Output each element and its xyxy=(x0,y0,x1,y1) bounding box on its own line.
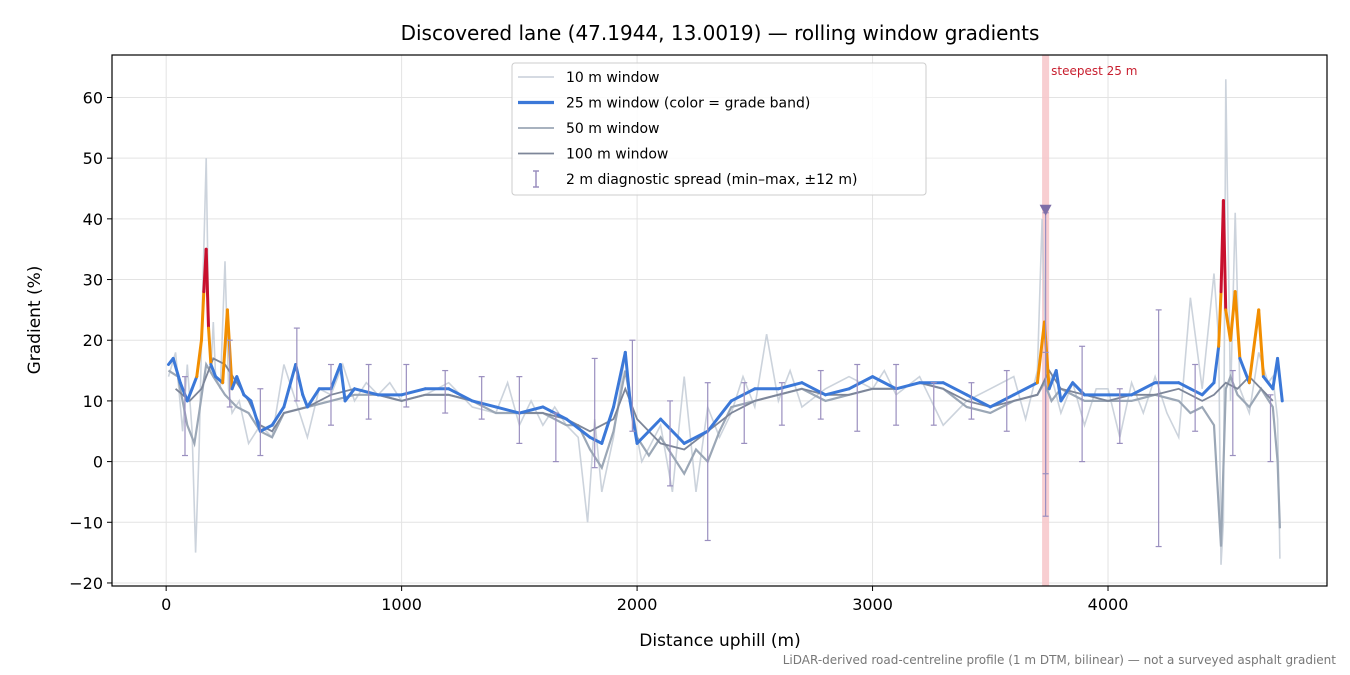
axis-ticks: 0 1000 2000 3000 4000 −20 −10 0 10 20 30 40 50 60 xyxy=(69,88,1128,614)
series-25m-segment xyxy=(1012,381,1039,397)
series-25m-segment xyxy=(1221,199,1228,312)
series-25m-segment xyxy=(1035,320,1046,385)
series-25m-segment xyxy=(965,393,992,409)
y-tick-label: 40 xyxy=(83,210,103,229)
legend-label: 100 m window xyxy=(566,147,668,163)
steepest-segment-label: steepest 25 m xyxy=(1051,64,1137,78)
series-25m-segment xyxy=(1054,369,1063,403)
series-25m-segment xyxy=(221,308,229,385)
series-25m-segment xyxy=(1261,375,1275,391)
legend-label: 50 m window xyxy=(566,121,659,137)
legend-label: 25 m window (color = grade band) xyxy=(566,96,810,112)
series-25m-segment xyxy=(635,417,663,445)
y-tick-label: 0 xyxy=(93,453,103,472)
series-25m-segment xyxy=(447,387,474,403)
series-25m-segment xyxy=(1257,308,1265,379)
x-tick-label: 0 xyxy=(161,595,171,614)
series-25m-segment xyxy=(258,423,274,433)
series-25m-segment xyxy=(470,399,498,409)
series-25m-segment xyxy=(235,375,246,397)
x-tick-label: 3000 xyxy=(852,595,893,614)
series-25m-segment xyxy=(729,387,757,403)
series-25m-segment xyxy=(894,381,922,391)
series-25m-segment xyxy=(400,387,427,397)
series-25m-segment xyxy=(207,326,213,366)
series-25m-segment xyxy=(623,350,632,403)
series-25m-segment xyxy=(800,381,827,397)
series-25m-segment xyxy=(941,381,969,397)
series-25m-segment xyxy=(353,387,380,397)
series-25m-segment xyxy=(517,405,545,415)
y-tick-label: −10 xyxy=(69,513,103,532)
series-25m-segment xyxy=(195,338,203,379)
y-tick-label: 10 xyxy=(83,392,103,411)
series-25m-segment xyxy=(823,387,851,397)
series-25m-segment xyxy=(628,399,639,445)
series-25m-segment xyxy=(282,362,298,409)
series-25m-segment xyxy=(190,375,199,391)
series-25m-segment xyxy=(185,387,194,403)
series-25m-segment xyxy=(204,247,211,330)
y-tick-label: 20 xyxy=(83,331,103,350)
series-25m-segment xyxy=(301,393,309,409)
series-25m-segment xyxy=(659,417,686,445)
x-tick-label: 1000 xyxy=(381,595,422,614)
series-25m-segment xyxy=(1200,381,1216,397)
series-25m-segment xyxy=(988,393,1016,409)
series-25m-segment xyxy=(1188,387,1204,397)
series-25m-segment xyxy=(494,405,521,415)
y-tick-label: 60 xyxy=(83,88,103,107)
series-25m-segment xyxy=(1212,344,1221,385)
series-25m-segment xyxy=(871,375,898,391)
series-25m-segment xyxy=(270,405,286,427)
series-25m-segment xyxy=(1233,290,1242,360)
series-25m-segment xyxy=(178,381,189,403)
series-25m-segment xyxy=(209,362,218,379)
series-25m-segment xyxy=(1238,356,1251,385)
y-tick-label: 30 xyxy=(83,271,103,290)
legend: 10 m window 25 m window (color = grade ba… xyxy=(511,62,927,196)
series-25m-segment xyxy=(343,387,357,403)
series-25m-segment xyxy=(706,399,733,433)
y-tick-label: −20 xyxy=(69,574,103,593)
series-25m-segment xyxy=(1276,356,1284,403)
footnote: LiDAR-derived road-centreline profile (1… xyxy=(783,653,1337,667)
series-25m-segment xyxy=(588,435,604,445)
series-25m-segment xyxy=(171,356,182,385)
series-25m-segment xyxy=(249,399,262,433)
series-25m-segment xyxy=(1217,290,1223,348)
legend-label: 2 m diagnostic spread (min–max, ±12 m) xyxy=(566,172,857,188)
series-10m-line xyxy=(167,79,1281,565)
series-25m-segment xyxy=(1130,381,1157,397)
series-25m-segment xyxy=(1247,308,1261,385)
series-25m-segment xyxy=(1177,381,1192,391)
plot-frame xyxy=(111,54,1328,587)
series-25m-segment xyxy=(600,405,616,445)
series-25m-segment xyxy=(682,429,710,445)
chart-title: Discovered lane (47.1944, 13.0019) — rol… xyxy=(401,21,1040,45)
x-tick-label: 4000 xyxy=(1088,595,1129,614)
y-tick-label: 50 xyxy=(83,149,103,168)
y-axis-label: Gradient (%) xyxy=(25,266,45,375)
legend-label: 10 m window xyxy=(566,70,659,86)
steepest-marker xyxy=(1039,204,1052,216)
series-25m-segment xyxy=(847,375,875,391)
x-axis-label: Distance uphill (m) xyxy=(639,631,800,651)
series-25m-segment xyxy=(1059,381,1075,403)
series-25m-segment xyxy=(338,362,347,403)
series-25m-segment xyxy=(329,362,342,391)
series-25m-segment xyxy=(1047,369,1058,391)
series-25m-segment xyxy=(305,387,321,409)
x-tick-label: 2000 xyxy=(617,595,658,614)
series-25m-segment xyxy=(199,290,206,342)
legend-box xyxy=(511,62,927,196)
series-25m-segment xyxy=(612,350,627,409)
series-25m-segment xyxy=(564,417,592,439)
series-25m-segment xyxy=(242,393,253,403)
